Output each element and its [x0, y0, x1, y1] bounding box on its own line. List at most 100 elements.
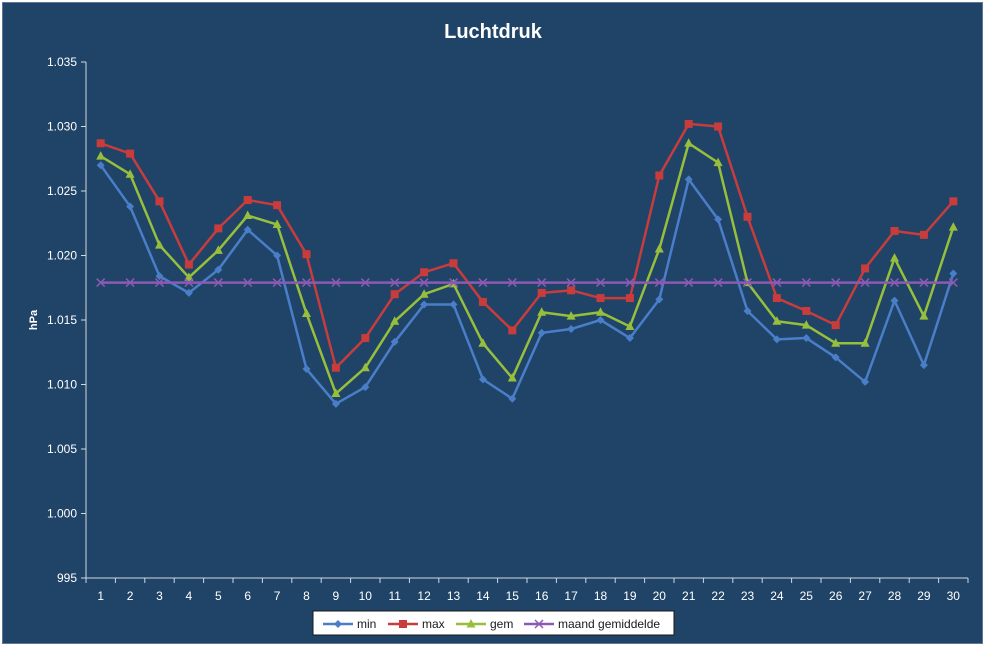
x-tick-label: 11 — [388, 589, 401, 603]
data-point-gem — [507, 373, 517, 382]
data-point-max — [449, 259, 458, 268]
data-point-maand-gemiddelde — [507, 278, 517, 288]
data-point-max — [831, 321, 840, 330]
x-tick-label: 16 — [535, 589, 549, 603]
legend-marker — [399, 620, 407, 628]
data-point-max — [861, 264, 870, 273]
data-point-gem — [860, 338, 870, 347]
y-axis-title: hPa — [28, 309, 40, 330]
data-point-gem — [213, 245, 223, 254]
y-tick-label: 1.020 — [47, 249, 77, 263]
data-point-min — [655, 295, 664, 304]
data-point-min — [890, 296, 899, 305]
series-layer — [96, 119, 958, 408]
data-point-maand-gemiddelde — [742, 278, 753, 288]
data-point-min — [802, 334, 811, 343]
data-point-gem — [360, 362, 370, 372]
data-point-max — [567, 286, 576, 295]
data-point-max — [625, 294, 634, 303]
data-point-gem — [302, 308, 311, 318]
data-point-min — [96, 161, 105, 170]
data-point-maand-gemiddelde — [448, 278, 459, 288]
x-tick-label: 22 — [711, 589, 725, 603]
series-max — [96, 119, 958, 372]
series-line-gem — [100, 142, 955, 395]
data-point-gem — [948, 222, 958, 231]
x-tick-label: 2 — [127, 589, 134, 603]
data-point-maand-gemiddelde — [154, 278, 165, 288]
data-point-min — [302, 365, 311, 374]
data-point-gem — [272, 219, 282, 229]
data-point-maand-gemiddelde — [860, 278, 870, 288]
data-point-min — [508, 394, 517, 403]
legend-label: gem — [490, 617, 513, 631]
data-point-gem — [801, 320, 811, 329]
data-point-maand-gemiddelde — [684, 278, 694, 288]
data-point-maand-gemiddelde — [360, 278, 370, 288]
y-tick-label: 1.005 — [47, 442, 77, 456]
x-tick-label: 10 — [359, 589, 373, 603]
x-tick-label: 5 — [215, 589, 222, 603]
data-point-gem — [654, 244, 664, 253]
data-point-min — [772, 335, 781, 344]
data-point-max — [361, 334, 370, 343]
x-tick-label: 1 — [97, 589, 104, 603]
data-point-gem — [155, 240, 164, 249]
data-point-max — [390, 290, 399, 299]
legend-marker — [466, 619, 476, 628]
series-maand-gemiddelde — [96, 278, 958, 288]
series-line-min — [99, 164, 955, 406]
data-point-max — [126, 149, 135, 158]
data-point-min — [243, 225, 252, 234]
data-point-gem — [331, 388, 341, 398]
x-tick-label: 19 — [623, 589, 637, 603]
x-tick-label: 30 — [947, 589, 961, 603]
x-tick-label: 9 — [333, 589, 340, 603]
y-tick-label: 1.030 — [47, 120, 77, 134]
legend: min max gem maand gemiddelde — [312, 610, 675, 636]
data-point-maand-gemiddelde — [654, 278, 664, 288]
data-point-gem — [713, 157, 723, 167]
data-point-gem — [184, 272, 194, 281]
data-point-max — [714, 122, 723, 131]
data-point-max — [478, 297, 487, 306]
x-tick-label: 7 — [274, 589, 281, 603]
x-tick-label: 26 — [829, 589, 843, 603]
y-tick-label: 1.010 — [47, 378, 77, 392]
data-point-max — [802, 306, 811, 315]
data-point-min — [126, 202, 135, 211]
data-point-min — [449, 300, 458, 309]
data-point-gem — [125, 169, 135, 178]
data-point-max — [184, 260, 193, 269]
data-point-min — [567, 325, 576, 334]
data-point-min — [919, 361, 928, 370]
data-point-min — [390, 337, 399, 346]
data-point-min — [184, 288, 193, 297]
data-point-gem — [390, 316, 400, 325]
series-line-max — [100, 122, 955, 369]
x-tick-label: 13 — [447, 589, 461, 603]
data-point-max — [743, 212, 752, 221]
data-point-maand-gemiddelde — [801, 278, 811, 288]
data-point-min — [273, 251, 282, 260]
data-point-max — [537, 288, 546, 297]
x-tick-label: 23 — [741, 589, 755, 603]
data-point-max — [155, 197, 164, 206]
data-point-max — [243, 196, 252, 205]
data-point-gem — [919, 311, 929, 320]
y-tick-label: 1.025 — [47, 184, 77, 198]
data-point-maand-gemiddelde — [243, 278, 253, 288]
x-tick-label: 8 — [303, 589, 310, 603]
data-point-min — [596, 316, 605, 324]
data-point-maand-gemiddelde — [213, 278, 223, 288]
x-tick-label: 6 — [244, 589, 251, 603]
data-point-min — [831, 353, 840, 362]
data-point-min — [684, 175, 693, 184]
data-point-min — [861, 377, 870, 386]
data-point-maand-gemiddelde — [390, 278, 400, 288]
data-point-maand-gemiddelde — [184, 278, 194, 288]
data-point-max — [919, 230, 928, 239]
x-tick-label: 29 — [917, 589, 931, 603]
data-point-gem — [478, 338, 488, 347]
